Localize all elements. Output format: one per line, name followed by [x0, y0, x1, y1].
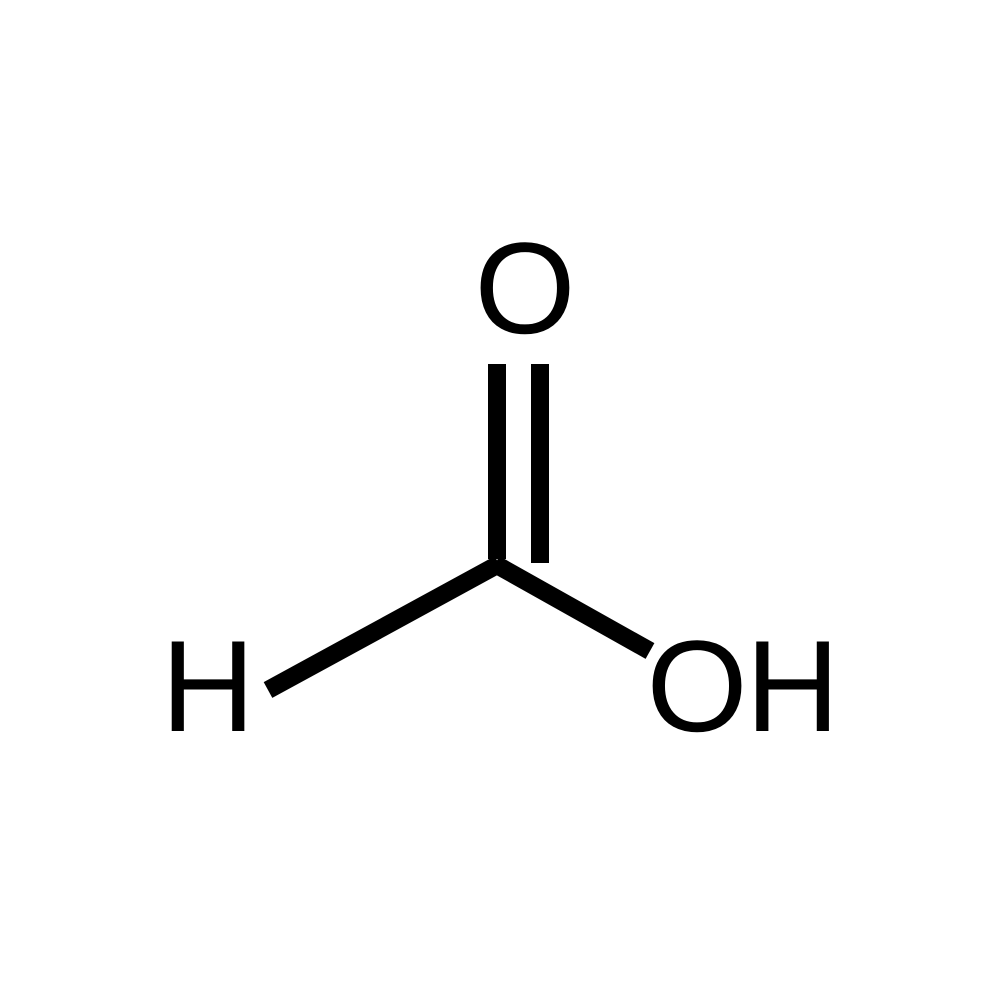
bond-line — [495, 564, 650, 651]
molecule-diagram: OHOH — [0, 0, 1000, 1000]
atom-label-OH: OH — [647, 621, 838, 751]
atom-label-O1: O — [474, 223, 573, 353]
atom-label-H1: H — [161, 621, 253, 751]
bonds-group — [268, 364, 650, 690]
bond-svg — [0, 0, 1000, 1000]
bond-line — [268, 564, 499, 690]
